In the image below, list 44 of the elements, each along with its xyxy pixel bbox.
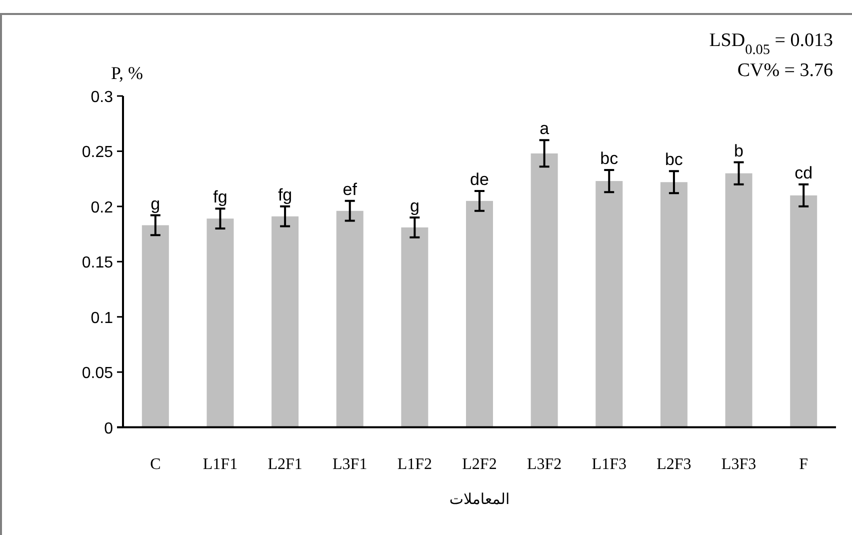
bar bbox=[336, 210, 364, 428]
y-tick-label: 0.15 bbox=[82, 254, 114, 272]
bar bbox=[530, 153, 558, 428]
x-tick-label: L2F3 bbox=[656, 456, 692, 473]
x-tick-label: L1F2 bbox=[397, 456, 432, 473]
bar bbox=[660, 182, 688, 428]
y-tick-label: 0.3 bbox=[90, 89, 114, 106]
x-tick-label: L3F2 bbox=[526, 456, 562, 473]
bar bbox=[272, 216, 299, 428]
bar bbox=[466, 200, 493, 428]
x-tick-label: L3F1 bbox=[332, 456, 368, 473]
annotation: ef bbox=[342, 180, 358, 199]
bar bbox=[401, 227, 428, 428]
y-axis-title: P, % bbox=[111, 63, 144, 83]
annotation: g bbox=[410, 196, 420, 216]
text: CV% = 3.76 bbox=[737, 60, 833, 81]
x-tick-label: C bbox=[150, 456, 161, 473]
annotation: de bbox=[470, 170, 489, 189]
x-tick-label: L3F3 bbox=[721, 456, 756, 473]
annotation: a bbox=[540, 119, 550, 138]
annotation: cd bbox=[794, 163, 813, 182]
x-tick-label: L1F1 bbox=[202, 456, 238, 473]
bar bbox=[142, 225, 169, 428]
annotation: bc bbox=[664, 150, 684, 170]
text: LSD$_{0.05}$ = 0.013 bbox=[709, 30, 833, 58]
annotation: fg bbox=[278, 185, 292, 204]
y-tick-label: 0.1 bbox=[90, 310, 114, 327]
x-tick-label: L2F1 bbox=[268, 456, 302, 473]
x-axis-title: المعاملات bbox=[449, 490, 510, 508]
annotation: fg bbox=[213, 188, 228, 207]
annotation: bc bbox=[600, 148, 619, 168]
x-tick-label: L1F3 bbox=[592, 456, 626, 473]
y-tick-label: 0 bbox=[104, 420, 114, 438]
annotation: b bbox=[734, 141, 744, 160]
x-tick-label: L2F2 bbox=[462, 456, 497, 473]
bar bbox=[725, 173, 752, 428]
y-tick-label: 0.05 bbox=[82, 365, 114, 382]
bar bbox=[206, 218, 234, 428]
bar bbox=[790, 195, 818, 428]
x-tick-label: F bbox=[799, 456, 808, 473]
y-tick-label: 0.2 bbox=[90, 199, 114, 216]
bar bbox=[596, 181, 623, 428]
annotation: g bbox=[150, 194, 160, 214]
y-tick-label: 0.25 bbox=[82, 144, 114, 162]
